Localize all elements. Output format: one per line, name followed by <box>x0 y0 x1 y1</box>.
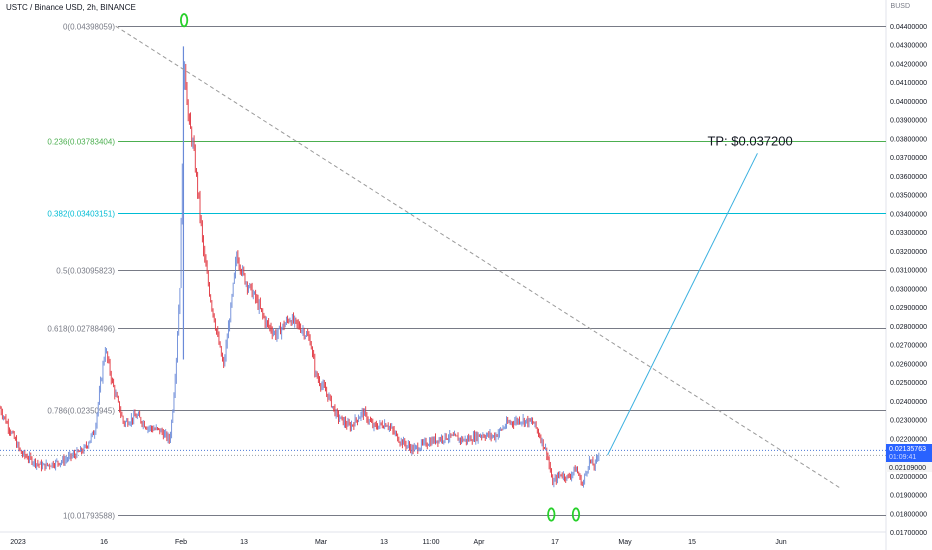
y-tick-label: 0.02700000 <box>890 343 927 350</box>
y-tick-label: 0.02300000 <box>890 418 927 425</box>
fib-retracement[interactable]: 0(0.04398059) 0.236(0.03783404) 0.382(0.03… <box>47 23 886 521</box>
y-tick-label: 0.03400000 <box>890 211 927 218</box>
x-tick-label: Apr <box>474 539 486 546</box>
y-tick-label: 0.03200000 <box>890 249 927 256</box>
y-tick-label: 0.02900000 <box>890 305 927 312</box>
y-tick-label: 0.03600000 <box>890 174 927 181</box>
y-tick-label: 0.04200000 <box>890 61 927 68</box>
x-tick-label: 17 <box>551 539 559 546</box>
countdown-value: 01:09:41 <box>889 454 916 461</box>
x-tick-label: 11:00 <box>423 539 440 546</box>
x-tick-label: 16 <box>100 539 108 546</box>
y-tick-label: 0.03500000 <box>890 193 927 200</box>
x-tick-label: 13 <box>240 539 248 546</box>
fib-level-label: 0.382(0.03403151) <box>47 210 115 219</box>
secondary-price-value: 0.02109000 <box>889 465 926 472</box>
y-tick-label: 0.02200000 <box>890 436 927 443</box>
price-series <box>0 46 600 488</box>
y-tick-label: 0.04400000 <box>890 24 927 31</box>
y-tick-label: 0.04300000 <box>890 43 927 50</box>
y-tick-label: 0.04100000 <box>890 80 927 87</box>
y-tick-label: 0.02400000 <box>890 399 927 406</box>
y-tick-label: 0.01700000 <box>890 530 927 537</box>
projection-line[interactable] <box>607 153 758 456</box>
y-tick-label: 0.02500000 <box>890 380 927 387</box>
y-tick-label: 0.03800000 <box>890 136 927 143</box>
y-tick-label: 0.03300000 <box>890 230 927 237</box>
current-price-tag <box>886 444 932 462</box>
x-tick-label: Feb <box>175 539 187 546</box>
x-tick-label: Jun <box>775 539 786 546</box>
symbol-title: USTC / Binance USD, 2h, BINANCE <box>6 3 136 12</box>
marker-circle[interactable] <box>180 13 189 28</box>
y-tick-label: 0.02600000 <box>890 361 927 368</box>
y-tick-label: 0.02800000 <box>890 324 927 331</box>
x-tick-label: 15 <box>688 539 696 546</box>
trendline-dashed[interactable] <box>115 25 842 490</box>
y-tick-label: 0.03000000 <box>890 286 927 293</box>
marker-circle[interactable] <box>571 507 581 522</box>
fib-level-label: 0.236(0.03783404) <box>47 138 115 147</box>
y-tick-label: 0.03900000 <box>890 118 927 125</box>
y-tick-label: 0.01900000 <box>890 493 927 500</box>
y-tick-label: 0.03100000 <box>890 268 927 275</box>
currency-label: BUSD <box>890 3 910 10</box>
y-tick-label: 0.01800000 <box>890 511 927 518</box>
fib-level-label: 0(0.04398059) <box>63 23 115 32</box>
fib-level-label: 0.786(0.02350945) <box>47 407 115 416</box>
x-tick-label: May <box>618 539 632 546</box>
x-tick-label: 2023 <box>10 539 26 546</box>
y-tick-label: 0.04000000 <box>890 99 927 106</box>
fib-level-label: 0.5(0.03095823) <box>56 267 115 276</box>
marker-circle[interactable] <box>547 507 556 522</box>
tp-label: TP: $0.037200 <box>707 133 792 148</box>
secondary-price-tag <box>886 462 932 472</box>
fib-level-label: 0.618(0.02788496) <box>47 325 115 334</box>
current-price-value: 0.02135763 <box>889 446 926 453</box>
fib-level-label: 1(0.01793588) <box>63 512 115 521</box>
x-tick-label: 13 <box>380 539 388 546</box>
y-tick-label: 0.03700000 <box>890 155 927 162</box>
x-tick-label: Mar <box>315 539 328 546</box>
y-tick-label: 0.02000000 <box>890 474 927 481</box>
